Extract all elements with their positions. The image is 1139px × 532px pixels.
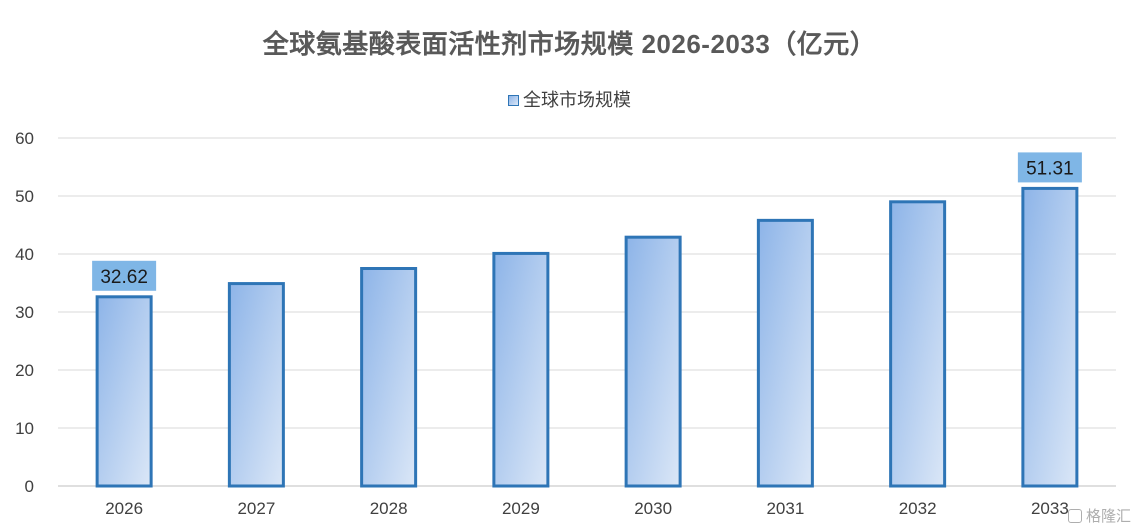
legend-swatch-icon <box>508 95 519 106</box>
bar-2030 <box>624 235 682 488</box>
x-tick-label: 2027 <box>237 499 275 518</box>
data-label-2033: 51.31 <box>1017 152 1082 183</box>
y-axis: 0 10 20 30 40 50 60 <box>15 129 34 496</box>
y-tick-label: 0 <box>25 477 34 496</box>
y-tick-label: 50 <box>15 187 34 206</box>
chart-title: 全球氨基酸表面活性剂市场规模 2026-2033（亿元） <box>262 29 877 59</box>
grid-lines <box>58 137 1116 487</box>
watermark-text: 格隆汇 <box>1085 508 1131 525</box>
y-tick-label: 20 <box>15 361 34 380</box>
x-tick-label: 2028 <box>370 499 408 518</box>
data-label-box <box>1017 152 1082 183</box>
x-tick-label: 2033 <box>1031 499 1069 518</box>
bar-2028 <box>360 267 418 488</box>
x-tick-label: 2032 <box>899 499 937 518</box>
bar-2031 <box>756 218 814 488</box>
x-tick-label: 2030 <box>634 499 672 518</box>
data-label-text: 51.31 <box>1026 158 1074 179</box>
bar-2032 <box>889 200 947 488</box>
x-tick-label: 2031 <box>766 499 804 518</box>
data-label-2026: 32.62 <box>92 260 157 291</box>
data-label-box <box>92 260 157 291</box>
legend: 全球市场规模 <box>0 86 1139 112</box>
data-labels: 32.62 51.31 <box>92 152 1082 291</box>
y-tick-label: 40 <box>15 245 34 264</box>
x-tick-label: 2026 <box>105 499 143 518</box>
y-tick-label: 30 <box>15 303 34 322</box>
bar-2026 <box>95 295 153 488</box>
legend-label: 全球市场规模 <box>523 90 631 110</box>
watermark: 格隆汇 <box>1067 505 1131 526</box>
x-tick-label: 2029 <box>502 499 540 518</box>
bars <box>95 186 1079 488</box>
gelonghui-logo-icon <box>1067 509 1082 523</box>
data-label-text: 32.62 <box>100 267 148 288</box>
bar-2029 <box>492 251 550 488</box>
bar-2027 <box>227 282 285 488</box>
y-tick-label: 10 <box>15 419 34 438</box>
x-axis: 2026 2027 2028 2029 2030 2031 2032 2033 <box>105 499 1069 518</box>
y-tick-label: 60 <box>15 129 34 148</box>
bar-2033 <box>1021 186 1079 488</box>
